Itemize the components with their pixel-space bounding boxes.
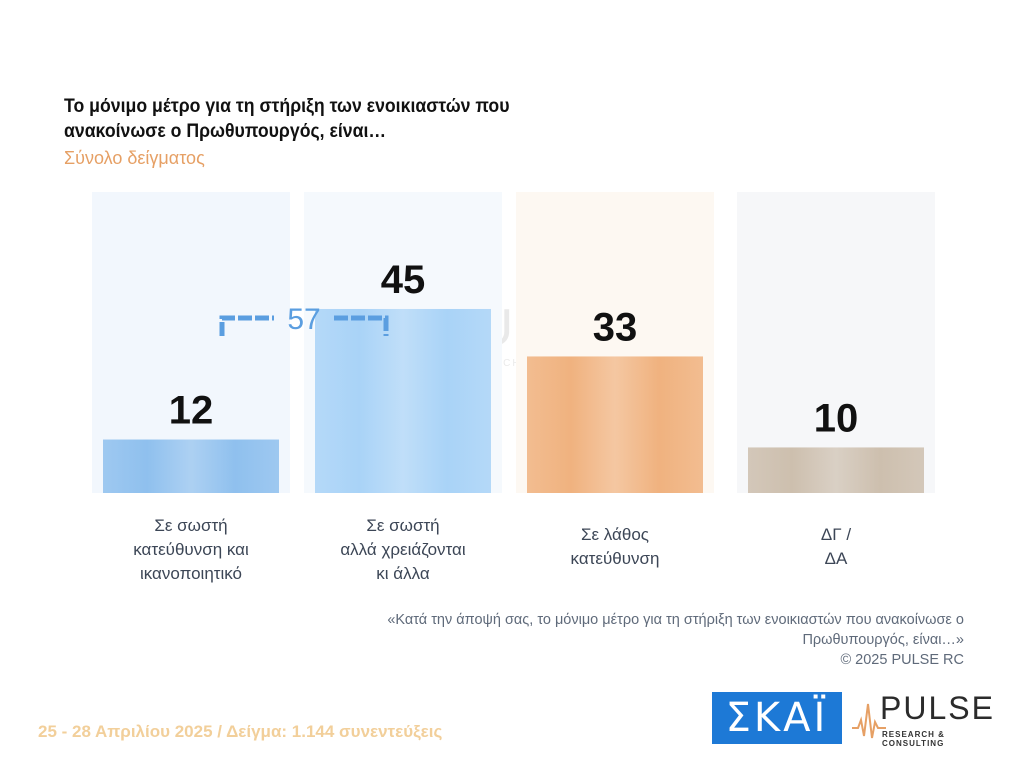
category-label: αλλά χρειάζονται — [340, 540, 466, 559]
category-label: Σε σωστή — [154, 516, 227, 535]
chart-subtitle: Σύνολο δείγματος — [64, 148, 205, 168]
data-label: 12 — [169, 389, 214, 433]
sum-bracket-label: 57 — [287, 303, 320, 336]
bar — [315, 308, 491, 493]
copyright-note: © 2025 PULSE RC — [840, 652, 964, 668]
pulse-wave-icon — [852, 703, 886, 739]
category-label: ΔΓ / — [821, 525, 851, 544]
category-label: κι άλλα — [376, 564, 430, 583]
chart-title: Το μόνιμο μέτρο για τη στήριξη των ενοικ… — [64, 96, 510, 142]
category-label: κατεύθυνση — [571, 549, 660, 568]
data-label: 33 — [593, 305, 638, 349]
category-label: κατεύθυνση και — [133, 540, 249, 559]
category-label: Σε λάθος — [581, 525, 649, 544]
skai-logo: ΣΚΑΪ — [712, 692, 842, 744]
bar — [103, 439, 279, 493]
sum-bracket — [219, 315, 389, 336]
data-label: 10 — [814, 396, 859, 440]
bar-chart: 12 Σε σωστή κατεύθυνση και ικανοποιητικό 45 Σ… — [92, 192, 935, 583]
skai-logo-text: ΣΚΑΪ — [725, 695, 829, 741]
bar — [527, 356, 703, 493]
column-background — [737, 192, 935, 493]
category-label: ικανοποιητικό — [140, 564, 242, 583]
data-label: 45 — [381, 258, 426, 302]
category-label: ΔΑ — [825, 549, 848, 568]
survey-question: «Κατά την άποψή σας, το μόνιμο μέτρο για… — [387, 612, 964, 648]
bar — [748, 447, 924, 493]
pulse-logo-text: PULSE — [880, 690, 995, 726]
pulse-logo: PULSE RESEARCH & CONSULTING — [852, 690, 1002, 748]
survey-footer: 25 - 28 Απριλίου 2025 / Δείγμα: 1.144 συ… — [38, 722, 443, 741]
pulse-logo-subtext: RESEARCH & CONSULTING — [882, 730, 945, 748]
category-label: Σε σωστή — [366, 516, 439, 535]
